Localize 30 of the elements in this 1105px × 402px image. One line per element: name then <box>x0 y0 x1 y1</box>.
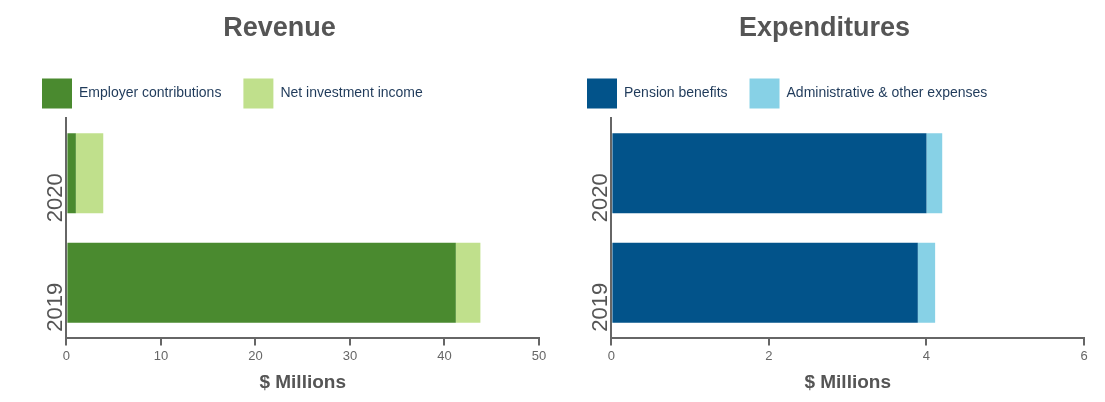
legend-label: Net investment income <box>280 84 424 101</box>
x-tick-label: 20 <box>248 347 263 363</box>
x-tick-label: 2 <box>765 347 773 363</box>
bar <box>926 133 943 214</box>
x-tick-label: 40 <box>437 347 452 363</box>
bar <box>612 133 927 214</box>
x-tick-label: 50 <box>531 347 547 363</box>
x-tick-label: 0 <box>62 347 71 363</box>
x-tick-label: 30 <box>342 347 358 363</box>
chart-title: Expenditures <box>738 11 911 42</box>
chart-title: Revenue <box>223 11 336 42</box>
y-tick-label: 2020 <box>42 173 68 223</box>
legend-label: Employer contributions <box>79 84 222 101</box>
x-tick-label: 10 <box>153 347 169 363</box>
x-tick-label: 4 <box>922 347 931 363</box>
x-tick-label: 0 <box>607 347 616 363</box>
y-tick-label: 2020 <box>587 173 613 223</box>
x-axis-title: $ Millions <box>259 370 346 392</box>
legend-label: Pension benefits <box>624 84 728 101</box>
y-tick-label: 2019 <box>42 282 68 332</box>
legend-label: Administrative & other expenses <box>786 84 988 101</box>
bar <box>917 242 936 323</box>
y-tick-label: 2019 <box>587 282 613 332</box>
x-axis-title: $ Millions <box>804 370 891 392</box>
bar <box>455 242 481 323</box>
bar <box>67 133 76 214</box>
bar <box>75 133 104 214</box>
bar <box>67 242 456 323</box>
x-tick-label: 6 <box>1080 347 1088 363</box>
bar <box>612 242 918 323</box>
